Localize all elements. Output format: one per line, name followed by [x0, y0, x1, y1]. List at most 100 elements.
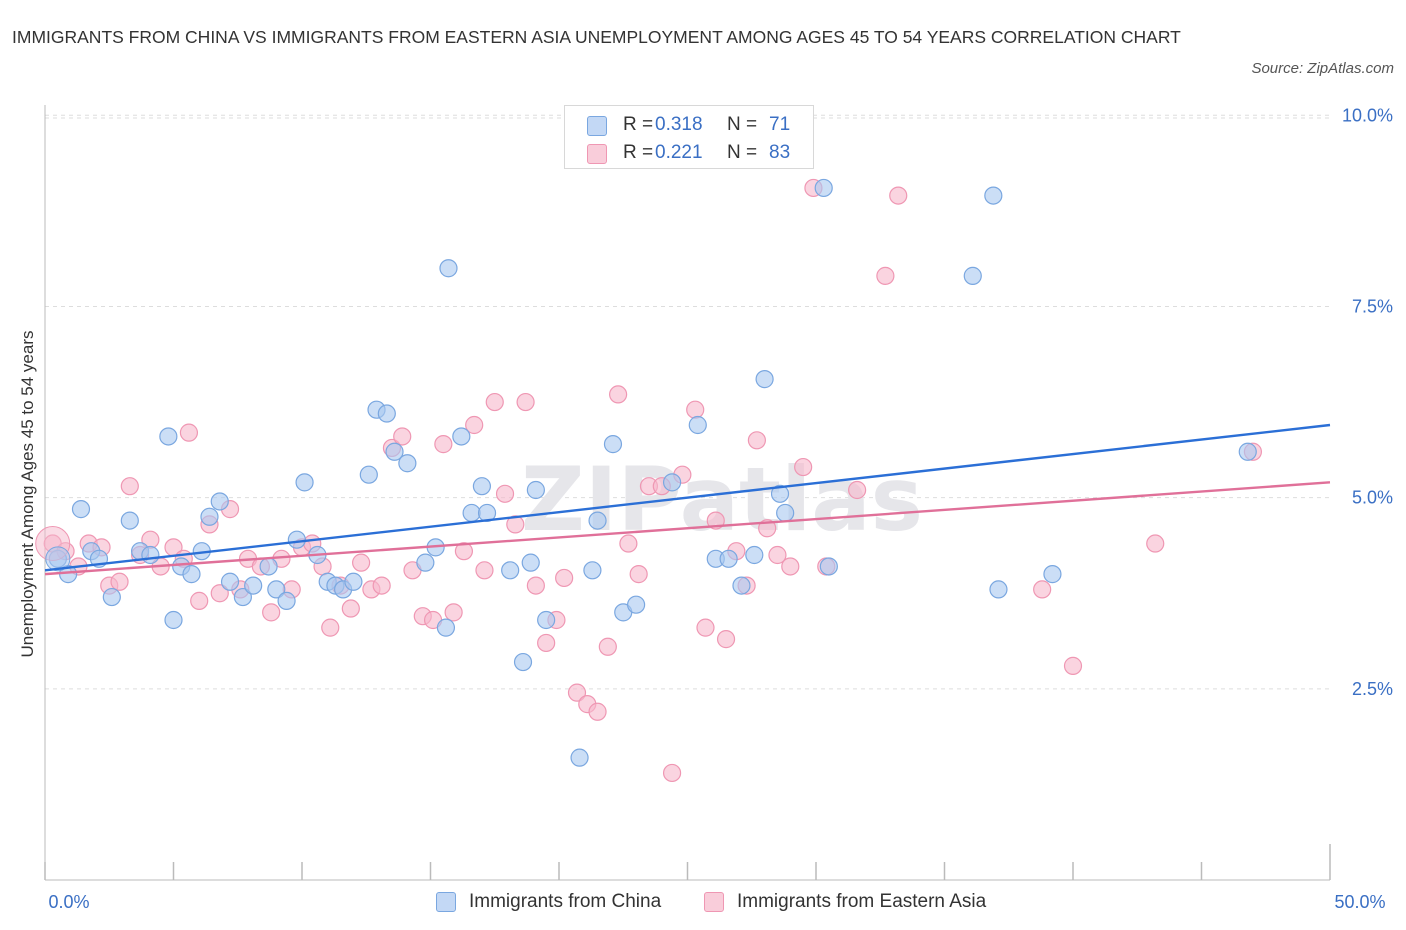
- eastern-asia-point: [619, 534, 638, 553]
- china-point: [416, 553, 435, 572]
- eastern-asia-point: [747, 431, 766, 450]
- china-point: [267, 580, 286, 599]
- eastern-asia-point: [475, 561, 494, 580]
- china-point: [344, 572, 363, 591]
- china-point: [989, 580, 1008, 599]
- watermark: ZIPatlas: [521, 448, 923, 551]
- china-point: [71, 500, 91, 519]
- n-label: N =: [727, 114, 758, 135]
- x-tick-label: 50.0%: [1334, 892, 1385, 912]
- chart-title: IMMIGRANTS FROM CHINA VS IMMIGRANTS FROM…: [12, 27, 1181, 47]
- china-point: [200, 507, 219, 526]
- eastern-asia-point: [526, 576, 545, 595]
- china-point: [45, 546, 71, 572]
- eastern-asia-point: [434, 435, 453, 454]
- eastern-asia-point: [352, 553, 371, 572]
- china-point: [472, 477, 491, 496]
- eastern-asia-point: [848, 480, 867, 500]
- china-point: [452, 427, 471, 446]
- eastern-asia-point: [372, 576, 391, 595]
- eastern-asia-point: [696, 618, 715, 637]
- y-axis-label: Unemployment Among Ages 45 to 54 years: [18, 331, 37, 658]
- eastern-asia-point: [1146, 534, 1165, 553]
- china-point: [570, 748, 589, 767]
- china-point: [182, 565, 201, 584]
- stats-legend: R = 0.318 N = 71 R = 0.221 N = 83: [564, 105, 814, 169]
- x-tick-label: 0.0%: [48, 892, 89, 912]
- y-tick-label: 7.5%: [1352, 296, 1393, 316]
- china-point: [277, 591, 296, 610]
- china-point: [688, 415, 707, 435]
- china-point: [295, 473, 314, 492]
- source-label: Source: ZipAtlas.com: [1251, 60, 1394, 77]
- r-label: R =: [623, 114, 654, 135]
- y-tick-label: 2.5%: [1352, 679, 1393, 699]
- eastern-asia-point: [516, 392, 535, 412]
- eastern-asia-point: [321, 618, 340, 637]
- eastern-asia-point: [686, 400, 705, 419]
- eastern-asia-point: [768, 545, 787, 565]
- china-point: [626, 595, 646, 614]
- eastern-asia-point: [393, 427, 412, 446]
- eastern-asia-point: [598, 637, 617, 656]
- china-point: [1238, 442, 1257, 461]
- china-point: [259, 557, 278, 576]
- eastern-asia-point: [495, 484, 515, 503]
- china-point: [776, 503, 795, 523]
- eastern-asia-swatch: [704, 892, 724, 912]
- eastern-asia-point: [716, 630, 736, 649]
- china-point: [588, 511, 607, 530]
- eastern-asia-point: [454, 542, 474, 561]
- trendlines: [44, 423, 1331, 576]
- china-swatch: [587, 116, 607, 136]
- china-point: [537, 610, 556, 630]
- china-point: [755, 370, 774, 389]
- tick-labels: 2.5% 5.0% 7.5% 10.0% 0.0% 50.0%: [48, 105, 1393, 912]
- eastern-asia-point: [485, 392, 504, 412]
- eastern-asia-point: [662, 763, 682, 783]
- china-point: [398, 454, 417, 473]
- legend-label: Immigrants from Eastern Asia: [737, 891, 987, 912]
- eastern-asia-point: [1033, 580, 1052, 599]
- r-value: 0.318: [655, 114, 703, 135]
- china-point: [377, 404, 396, 423]
- eastern-asia-point: [567, 683, 587, 702]
- china-point: [814, 178, 833, 198]
- china-point: [210, 492, 229, 511]
- china-point: [120, 511, 139, 530]
- china-point: [164, 610, 183, 630]
- eastern-asia-point: [110, 572, 129, 591]
- china-point: [732, 576, 751, 595]
- china-point: [462, 503, 481, 523]
- china-point: [513, 652, 533, 672]
- china-point: [244, 576, 263, 595]
- eastern-asia-point: [1063, 656, 1083, 675]
- china-point: [102, 587, 121, 607]
- r-value: 0.221: [655, 142, 703, 163]
- china-point: [436, 618, 456, 637]
- eastern-asia-point: [179, 423, 199, 442]
- china-point: [1043, 565, 1062, 584]
- eastern-asia-point: [190, 591, 209, 610]
- eastern-asia-point: [537, 633, 556, 653]
- china-point: [745, 545, 764, 565]
- n-value: 83: [769, 142, 791, 163]
- china-point: [233, 587, 252, 607]
- eastern-asia-point: [629, 565, 648, 584]
- y-tick-label: 5.0%: [1352, 488, 1393, 508]
- china-point: [141, 545, 160, 565]
- china-point: [159, 427, 178, 446]
- china-point: [603, 435, 623, 454]
- eastern-asia-point: [781, 557, 800, 576]
- eastern-asia-point: [794, 457, 813, 477]
- series-points: [35, 178, 1263, 783]
- china-point: [439, 259, 458, 278]
- eastern-asia-point: [120, 477, 139, 496]
- eastern-asia-point: [262, 603, 281, 622]
- eastern-asia-point: [609, 385, 628, 404]
- eastern-asia-point: [210, 584, 229, 603]
- china-point: [963, 266, 982, 285]
- china-point: [770, 484, 790, 503]
- eastern-asia-point: [876, 266, 895, 285]
